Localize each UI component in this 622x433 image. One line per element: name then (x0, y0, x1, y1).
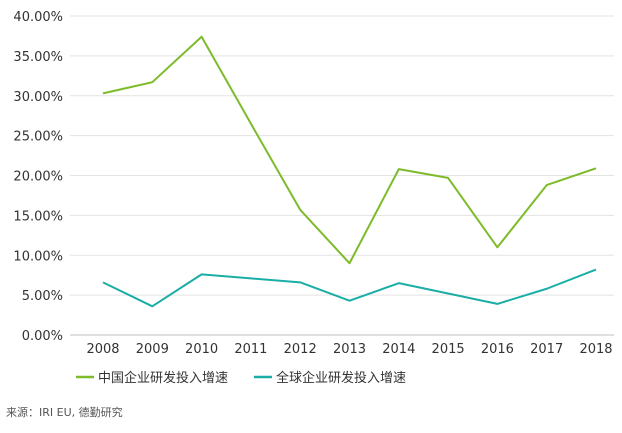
x-tick-label: 2012 (284, 342, 317, 357)
x-tick-label: 2008 (86, 342, 119, 357)
legend-label: 全球企业研发投入增速 (276, 370, 406, 386)
source-note: 来源：IRI EU, 德勤研究 (6, 406, 123, 419)
gridlines (70, 15, 614, 336)
x-axis-ticks: 2008 2009 2010 2011 2012 2013 2014 2015 2016 2017… (86, 342, 612, 357)
x-tick-label: 2014 (382, 342, 415, 357)
y-tick-label: 35.00% (13, 50, 63, 65)
line-chart: 0.00% 5.00% 10.00% 15.00% 20.00% 25.00% 30.00%… (13, 10, 614, 386)
x-tick-label: 2018 (579, 342, 612, 357)
y-tick-label: 20.00% (13, 170, 63, 185)
y-tick-label: 25.00% (13, 130, 63, 145)
series-line-2 (102, 268, 597, 308)
series-lines (102, 35, 597, 308)
x-tick-label: 2011 (234, 342, 267, 357)
y-tick-label: 15.00% (13, 209, 63, 224)
x-tick-label: 2016 (481, 342, 514, 357)
x-tick-label: 2013 (333, 342, 366, 357)
y-tick-label: 40.00% (13, 10, 63, 25)
y-tick-label: 5.00% (22, 289, 63, 304)
legend: 中国企业研发投入增速 全球企业研发投入增速 (76, 370, 406, 386)
legend-label: 中国企业研发投入增速 (98, 370, 228, 386)
x-tick-label: 2015 (432, 342, 465, 357)
y-tick-label: 10.00% (13, 249, 63, 264)
x-tick-label: 2010 (185, 342, 218, 357)
y-tick-label: 0.00% (22, 329, 63, 344)
x-tick-label: 2009 (136, 342, 169, 357)
x-tick-label: 2017 (530, 342, 563, 357)
y-tick-label: 30.00% (13, 90, 63, 105)
y-axis-ticks: 0.00% 5.00% 10.00% 15.00% 20.00% 25.00% 30.00%… (13, 10, 63, 344)
series-line-1 (102, 35, 597, 265)
